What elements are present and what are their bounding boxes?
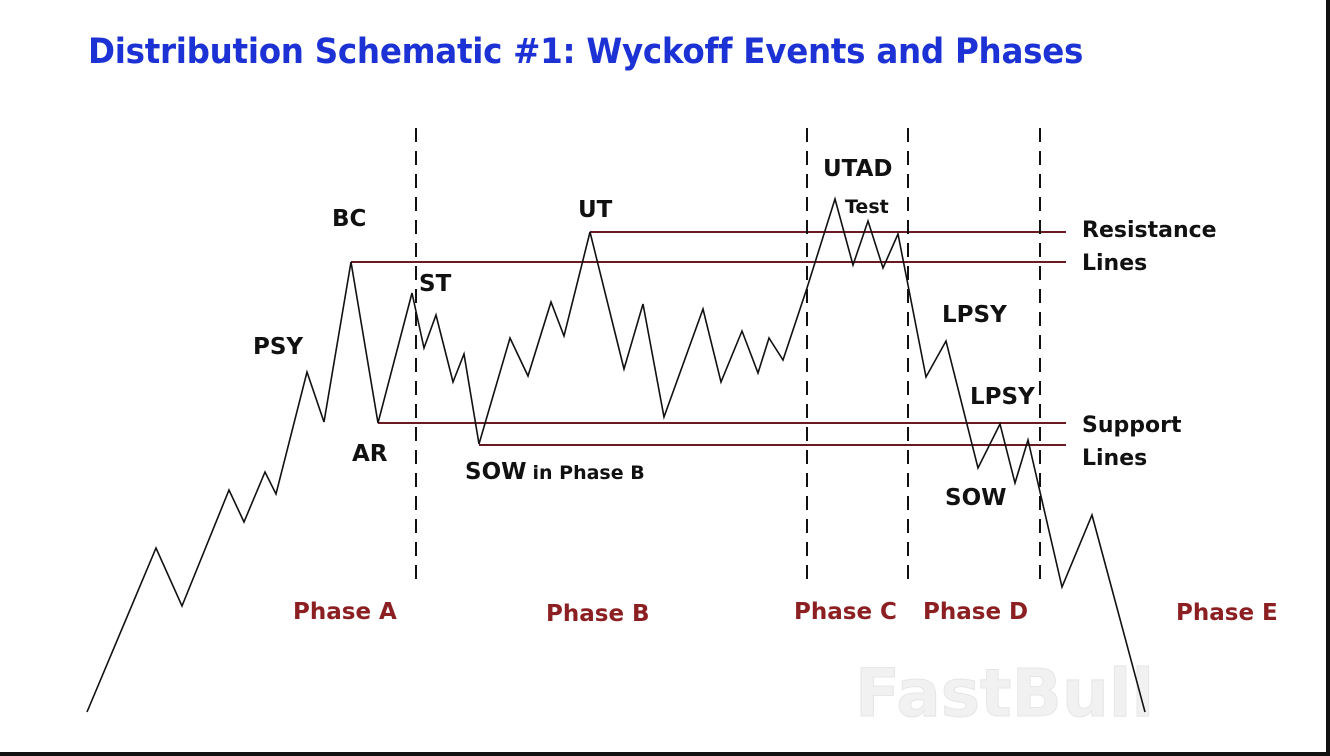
event-utad: UTAD xyxy=(823,156,892,182)
phase-d-label: Phase D xyxy=(923,599,1028,625)
event-sow: SOW xyxy=(945,485,1007,511)
event-lpsy-2: LPSY xyxy=(970,384,1035,410)
level-lines xyxy=(351,231,1066,446)
diagram-title: Distribution Schematic #1: Wyckoff Event… xyxy=(88,32,1084,72)
price-path xyxy=(86,196,1146,713)
phase-dividers xyxy=(415,128,1041,580)
phase-b-label: Phase B xyxy=(546,601,650,627)
phase-e-label: Phase E xyxy=(1176,600,1278,626)
resistance-label-2: Lines xyxy=(1082,251,1147,276)
event-sow-phase-b: SOW in Phase B xyxy=(465,459,645,485)
event-psy: PSY xyxy=(253,334,303,360)
phase-a-label: Phase A xyxy=(293,599,397,625)
event-ar: AR xyxy=(352,441,388,467)
event-ut: UT xyxy=(578,197,613,223)
event-lpsy-1: LPSY xyxy=(942,302,1007,328)
support-label-1: Support xyxy=(1082,413,1182,438)
phase-c-label: Phase C xyxy=(794,599,897,625)
event-test: Test xyxy=(845,196,889,218)
support-label-2: Lines xyxy=(1082,446,1147,471)
watermark: FastBull xyxy=(855,655,1154,732)
event-st: ST xyxy=(419,271,452,297)
resistance-label-1: Resistance xyxy=(1082,218,1217,243)
event-bc: BC xyxy=(332,206,366,232)
